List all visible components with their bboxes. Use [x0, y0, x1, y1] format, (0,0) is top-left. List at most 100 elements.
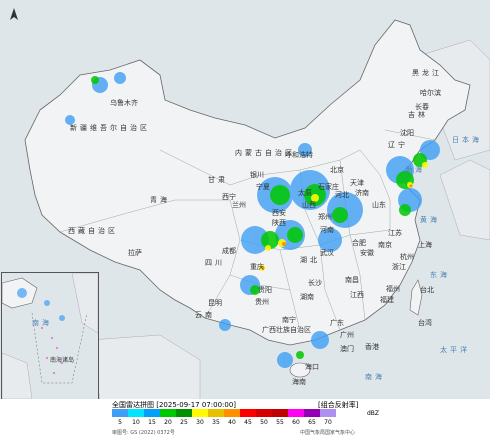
- region-label: 北京: [330, 166, 344, 174]
- city-label: 台北: [420, 286, 434, 294]
- region-label: 吉林: [408, 111, 428, 119]
- city-label: 哈尔滨: [420, 89, 441, 97]
- region-label: 河南: [320, 226, 334, 234]
- region-label: 湖北: [300, 256, 320, 264]
- legend-tick: 50: [260, 419, 268, 426]
- legend-swatch: [176, 409, 192, 417]
- data-source: 中国气象局国家气象中心: [300, 430, 356, 436]
- inset-map: [2, 273, 98, 399]
- city-label: 海口: [305, 363, 319, 371]
- legend-subtitle: [组合反射率]: [318, 401, 359, 409]
- region-label: 浙江: [392, 263, 406, 271]
- city-label: 郑州: [318, 213, 332, 221]
- legend-tick: 70: [324, 419, 332, 426]
- city-label: 昆明: [208, 299, 222, 307]
- city-label: 石家庄: [318, 183, 339, 191]
- city-label: 合肥: [352, 239, 366, 247]
- region-label: 辽宁: [388, 141, 408, 149]
- legend-swatch: [224, 409, 240, 417]
- region-label: 贵州: [255, 298, 269, 306]
- region-label: 新疆维吾尔自治区: [70, 124, 150, 132]
- city-label: 太原: [298, 189, 312, 197]
- city-label: 西宁: [222, 193, 236, 201]
- city-label: 南昌: [345, 276, 359, 284]
- region-label: 宁夏: [256, 183, 270, 191]
- city-label: 贵阳: [258, 286, 272, 294]
- region-label: 安徽: [360, 249, 374, 257]
- city-label: 成都: [222, 247, 236, 255]
- legend-swatch: [112, 409, 128, 417]
- legend-tick: 35: [212, 419, 220, 426]
- legend-tick: 40: [228, 419, 236, 426]
- legend-panel: 全国雷达拼图 [2025-09-17 07:00:00] [组合反射率] 5 10…: [0, 399, 490, 439]
- legend-tick: 65: [308, 419, 316, 426]
- region-label: 福建: [380, 296, 394, 304]
- neighbor-land: [439, 159, 490, 241]
- city-label: 南宁: [282, 316, 296, 324]
- color-scale-ticks: 5 10 15 20 25 30 35 40 45 50 55 60 65 70: [112, 419, 336, 426]
- city-label: 杭州: [400, 253, 414, 261]
- city-label: 香港: [365, 343, 379, 351]
- inset-islands-label: 南海诸岛: [50, 357, 75, 364]
- legend-tick: 20: [164, 419, 172, 426]
- city-label: 澳门: [340, 345, 354, 353]
- color-scale-bar: [112, 409, 336, 417]
- legend-unit: dBZ: [367, 410, 380, 417]
- region-label: 山东: [372, 201, 386, 209]
- region-label: 广东: [330, 319, 344, 327]
- region-label: 青海: [150, 196, 170, 204]
- legend-swatch: [240, 409, 256, 417]
- sea-label: 东海: [430, 271, 450, 279]
- city-label: 兰州: [232, 201, 246, 209]
- region-label: 湖南: [300, 293, 314, 301]
- city-label: 福州: [386, 285, 400, 293]
- legend-swatch: [288, 409, 304, 417]
- city-label: 拉萨: [128, 249, 142, 257]
- region-label: 西藏自治区: [68, 227, 118, 235]
- sea-label: 太平洋: [440, 346, 470, 354]
- region-label: 山西: [302, 201, 316, 209]
- region-label: 黑龙江: [412, 69, 442, 77]
- city-label: 西安: [272, 209, 286, 217]
- map-review-number: 审图号: GS (2022) 0372号: [112, 430, 175, 436]
- city-label: 长沙: [308, 279, 322, 287]
- region-label: 江西: [350, 291, 364, 299]
- north-arrow: [10, 8, 18, 20]
- legend-tick: 5: [118, 419, 122, 426]
- legend-swatch: [320, 409, 336, 417]
- legend-tick: 60: [292, 419, 300, 426]
- region-label: 台湾: [418, 319, 432, 327]
- legend-swatch: [208, 409, 224, 417]
- region-label: 天津: [350, 179, 364, 187]
- region-label: 江苏: [388, 229, 402, 237]
- south-china-sea-inset: 南海 南海诸岛: [1, 272, 99, 400]
- city-label: 济南: [355, 189, 369, 197]
- city-label: 武汉: [320, 249, 334, 257]
- legend-tick: 15: [148, 419, 156, 426]
- inset-sea-label: 南海: [32, 319, 52, 327]
- sea-label: 日本海: [452, 136, 482, 144]
- city-label: 长春: [415, 103, 429, 111]
- sea-label: 黄海: [420, 216, 440, 224]
- legend-swatch: [160, 409, 176, 417]
- legend-swatch: [144, 409, 160, 417]
- city-label: 沈阳: [400, 129, 414, 137]
- city-label: 银川: [250, 171, 264, 179]
- sea-label: 南海: [365, 373, 385, 381]
- legend-title: 全国雷达拼图 [2025-09-17 07:00:00]: [112, 401, 237, 409]
- region-label: 云南: [195, 311, 215, 319]
- legend-tick: 45: [244, 419, 252, 426]
- legend-tick: 10: [132, 419, 140, 426]
- hainan-island: [289, 362, 311, 378]
- city-label: 南京: [378, 241, 392, 249]
- region-label: 重庆: [250, 263, 264, 271]
- region-label: 广西壮族自治区: [262, 326, 311, 334]
- legend-swatch: [304, 409, 320, 417]
- legend-tick: 55: [276, 419, 284, 426]
- legend-swatch: [272, 409, 288, 417]
- region-label: 甘肃: [208, 176, 228, 184]
- legend-swatch: [128, 409, 144, 417]
- city-label: 乌鲁木齐: [110, 99, 138, 107]
- legend-tick: 30: [196, 419, 204, 426]
- legend-swatch: [192, 409, 208, 417]
